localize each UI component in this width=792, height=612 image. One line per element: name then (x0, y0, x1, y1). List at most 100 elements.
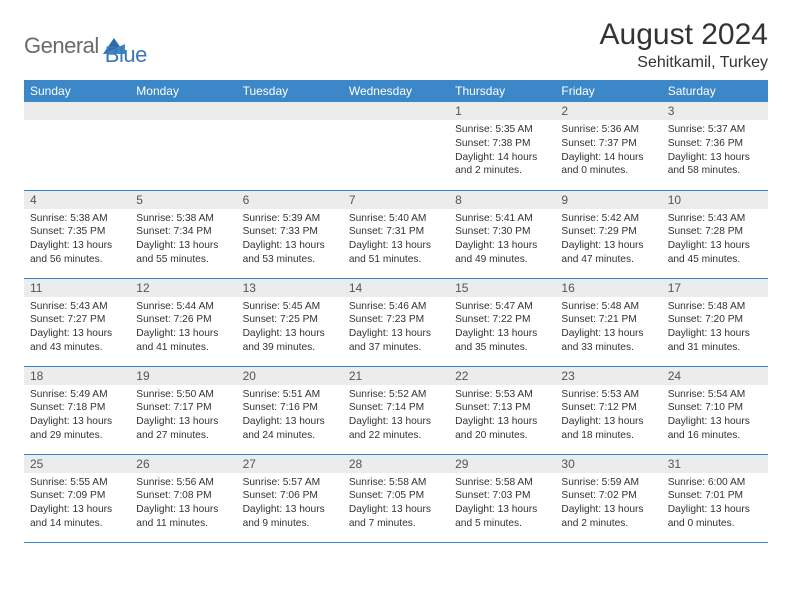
day-detail-line: Sunset: 7:31 PM (349, 225, 443, 239)
calendar-day: 8Sunrise: 5:41 AMSunset: 7:30 PMDaylight… (449, 190, 555, 278)
day-details: Sunrise: 5:48 AMSunset: 7:20 PMDaylight:… (662, 297, 768, 359)
day-detail-line: and 18 minutes. (561, 429, 655, 443)
day-details: Sunrise: 5:35 AMSunset: 7:38 PMDaylight:… (449, 120, 555, 182)
day-detail-line: and 58 minutes. (668, 164, 762, 178)
calendar-day: 19Sunrise: 5:50 AMSunset: 7:17 PMDayligh… (130, 366, 236, 454)
calendar-day: 31Sunrise: 6:00 AMSunset: 7:01 PMDayligh… (662, 454, 768, 542)
day-details: Sunrise: 5:36 AMSunset: 7:37 PMDaylight:… (555, 120, 661, 182)
day-detail-line: Sunset: 7:26 PM (136, 313, 230, 327)
day-number: 10 (662, 191, 768, 209)
day-detail-line: Daylight: 13 hours (243, 415, 337, 429)
day-details: Sunrise: 5:50 AMSunset: 7:17 PMDaylight:… (130, 385, 236, 447)
day-detail-line: Sunset: 7:21 PM (561, 313, 655, 327)
day-detail-line: and 9 minutes. (243, 517, 337, 531)
day-detail-line: and 11 minutes. (136, 517, 230, 531)
calendar-day: 7Sunrise: 5:40 AMSunset: 7:31 PMDaylight… (343, 190, 449, 278)
day-number: 24 (662, 367, 768, 385)
calendar-day: 26Sunrise: 5:56 AMSunset: 7:08 PMDayligh… (130, 454, 236, 542)
calendar-day-empty (130, 102, 236, 190)
day-number: 16 (555, 279, 661, 297)
day-number: 19 (130, 367, 236, 385)
day-number: 25 (24, 455, 130, 473)
day-detail-line: Sunrise: 5:45 AM (243, 300, 337, 314)
day-detail-line: Sunrise: 5:36 AM (561, 123, 655, 137)
day-number: 22 (449, 367, 555, 385)
day-details: Sunrise: 5:41 AMSunset: 7:30 PMDaylight:… (449, 209, 555, 271)
day-details (237, 120, 343, 127)
day-detail-line: and 31 minutes. (668, 341, 762, 355)
calendar-day: 15Sunrise: 5:47 AMSunset: 7:22 PMDayligh… (449, 278, 555, 366)
day-detail-line: Sunrise: 5:53 AM (561, 388, 655, 402)
day-detail-line: Sunrise: 5:39 AM (243, 212, 337, 226)
day-details: Sunrise: 5:54 AMSunset: 7:10 PMDaylight:… (662, 385, 768, 447)
day-details: Sunrise: 5:40 AMSunset: 7:31 PMDaylight:… (343, 209, 449, 271)
day-detail-line: Sunrise: 5:53 AM (455, 388, 549, 402)
day-number: 28 (343, 455, 449, 473)
day-detail-line: and 22 minutes. (349, 429, 443, 443)
day-number: 2 (555, 102, 661, 120)
day-detail-line: Daylight: 13 hours (561, 415, 655, 429)
day-detail-line: Daylight: 14 hours (455, 151, 549, 165)
day-number: 5 (130, 191, 236, 209)
day-detail-line: Sunset: 7:22 PM (455, 313, 549, 327)
day-detail-line: Sunset: 7:29 PM (561, 225, 655, 239)
day-number: 18 (24, 367, 130, 385)
day-number: 15 (449, 279, 555, 297)
day-detail-line: and 49 minutes. (455, 253, 549, 267)
day-detail-line: and 33 minutes. (561, 341, 655, 355)
day-detail-line: and 51 minutes. (349, 253, 443, 267)
day-details: Sunrise: 5:43 AMSunset: 7:28 PMDaylight:… (662, 209, 768, 271)
day-detail-line: and 7 minutes. (349, 517, 443, 531)
day-detail-line: Sunrise: 5:56 AM (136, 476, 230, 490)
day-number (237, 102, 343, 120)
day-detail-line: Sunrise: 5:46 AM (349, 300, 443, 314)
calendar-day: 17Sunrise: 5:48 AMSunset: 7:20 PMDayligh… (662, 278, 768, 366)
calendar-day: 2Sunrise: 5:36 AMSunset: 7:37 PMDaylight… (555, 102, 661, 190)
weekday-header: Thursday (449, 80, 555, 102)
day-detail-line: Sunset: 7:14 PM (349, 401, 443, 415)
day-detail-line: and 16 minutes. (668, 429, 762, 443)
day-detail-line: Sunrise: 5:41 AM (455, 212, 549, 226)
day-detail-line: and 29 minutes. (30, 429, 124, 443)
day-details: Sunrise: 5:46 AMSunset: 7:23 PMDaylight:… (343, 297, 449, 359)
day-detail-line: Sunrise: 5:48 AM (668, 300, 762, 314)
day-number: 8 (449, 191, 555, 209)
day-number: 30 (555, 455, 661, 473)
calendar-week: 1Sunrise: 5:35 AMSunset: 7:38 PMDaylight… (24, 102, 768, 190)
day-detail-line: Sunset: 7:12 PM (561, 401, 655, 415)
day-detail-line: Sunrise: 5:37 AM (668, 123, 762, 137)
day-detail-line: Daylight: 13 hours (30, 239, 124, 253)
day-detail-line: Daylight: 13 hours (136, 239, 230, 253)
day-details: Sunrise: 5:58 AMSunset: 7:05 PMDaylight:… (343, 473, 449, 535)
day-detail-line: Daylight: 13 hours (136, 415, 230, 429)
day-detail-line: Sunset: 7:36 PM (668, 137, 762, 151)
day-detail-line: Sunrise: 5:47 AM (455, 300, 549, 314)
day-detail-line: and 37 minutes. (349, 341, 443, 355)
day-detail-line: Daylight: 13 hours (30, 327, 124, 341)
calendar-header-row: SundayMondayTuesdayWednesdayThursdayFrid… (24, 80, 768, 102)
calendar-day: 29Sunrise: 5:58 AMSunset: 7:03 PMDayligh… (449, 454, 555, 542)
calendar-day-empty (24, 102, 130, 190)
day-number: 9 (555, 191, 661, 209)
weekday-header: Saturday (662, 80, 768, 102)
weekday-header: Monday (130, 80, 236, 102)
day-details: Sunrise: 5:44 AMSunset: 7:26 PMDaylight:… (130, 297, 236, 359)
day-detail-line: Sunset: 7:01 PM (668, 489, 762, 503)
day-detail-line: and 2 minutes. (561, 517, 655, 531)
day-detail-line: Sunset: 7:09 PM (30, 489, 124, 503)
day-detail-line: and 20 minutes. (455, 429, 549, 443)
day-detail-line: Daylight: 13 hours (455, 503, 549, 517)
day-details: Sunrise: 5:51 AMSunset: 7:16 PMDaylight:… (237, 385, 343, 447)
day-detail-line: and 2 minutes. (455, 164, 549, 178)
day-detail-line: Daylight: 13 hours (561, 239, 655, 253)
day-detail-line: Daylight: 13 hours (30, 415, 124, 429)
day-number (343, 102, 449, 120)
day-number: 12 (130, 279, 236, 297)
day-detail-line: Daylight: 13 hours (455, 327, 549, 341)
calendar-day: 10Sunrise: 5:43 AMSunset: 7:28 PMDayligh… (662, 190, 768, 278)
calendar-day-empty (343, 102, 449, 190)
day-detail-line: Sunrise: 5:43 AM (668, 212, 762, 226)
day-details: Sunrise: 5:47 AMSunset: 7:22 PMDaylight:… (449, 297, 555, 359)
calendar-day: 4Sunrise: 5:38 AMSunset: 7:35 PMDaylight… (24, 190, 130, 278)
calendar-day: 1Sunrise: 5:35 AMSunset: 7:38 PMDaylight… (449, 102, 555, 190)
